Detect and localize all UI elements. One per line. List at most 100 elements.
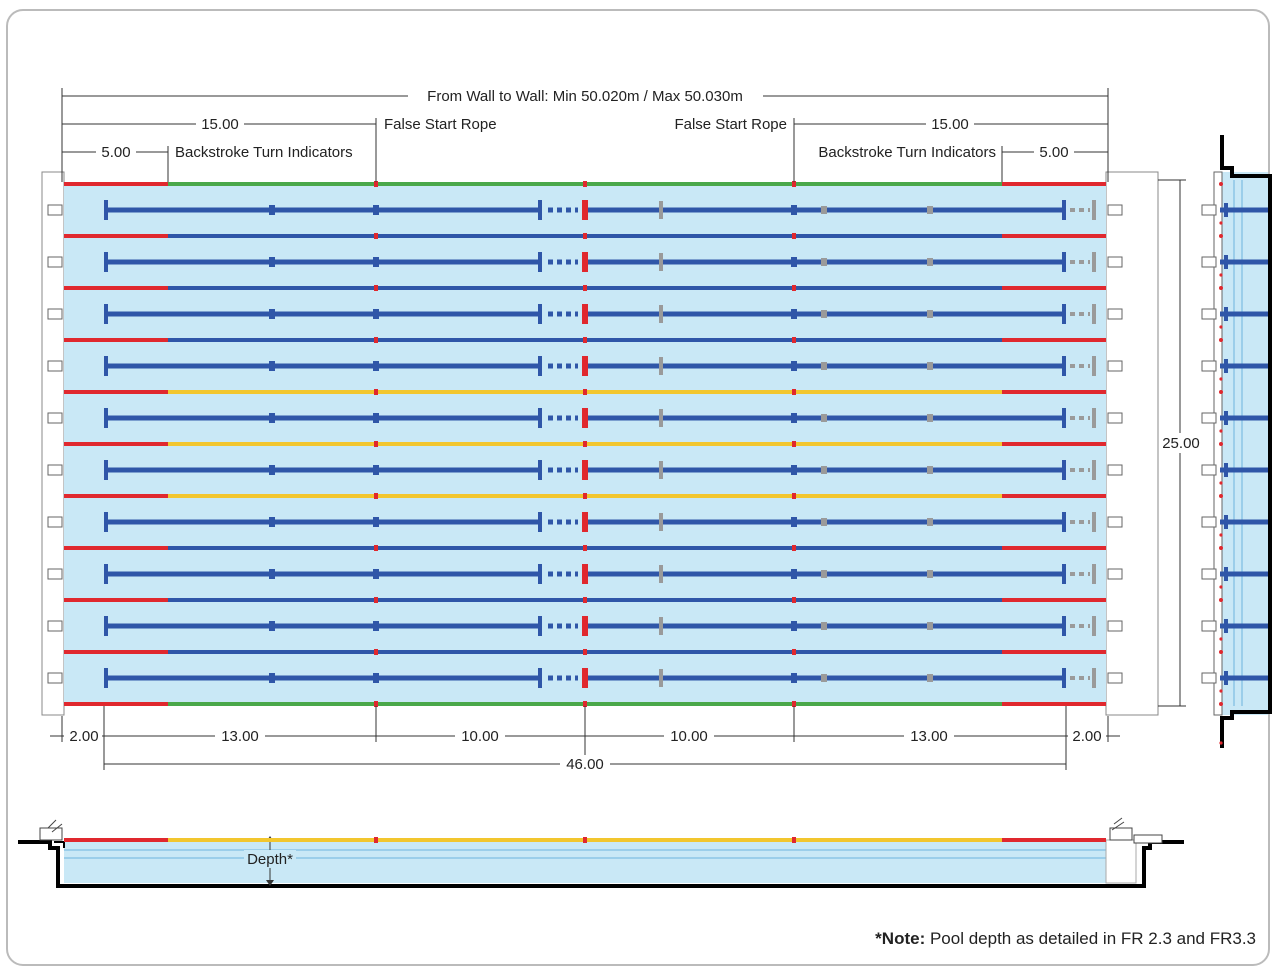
side-t-mark: [1224, 359, 1228, 373]
rope-marker: [374, 285, 378, 291]
dim-label: 2.00: [1072, 728, 1101, 745]
starting-block: [47, 412, 63, 424]
lane-dot: [269, 517, 275, 527]
side-rope-dot: [1219, 377, 1223, 381]
starting-blocks: [47, 204, 1123, 684]
grey-dot: [927, 258, 933, 266]
lane-center-mark: [582, 356, 588, 376]
section-rope: [64, 837, 1106, 843]
rope-marker: [583, 701, 587, 707]
label-bg: [196, 115, 244, 133]
grey-dot: [821, 466, 827, 474]
pool-side-elevation: [1213, 135, 1272, 748]
side-block: [1201, 360, 1217, 372]
rope-marker: [792, 285, 796, 291]
rope-marker: [792, 597, 796, 603]
starting-block: [1107, 204, 1123, 216]
rope-marker: [374, 389, 378, 395]
side-rope-dot: [1219, 585, 1223, 589]
starting-block: [1107, 360, 1123, 372]
side-block: [1201, 464, 1217, 476]
grey-mark: [659, 513, 663, 531]
side-rope-dot: [1219, 325, 1223, 329]
starting-block: [47, 568, 63, 580]
dim-label: 2.00: [69, 728, 98, 745]
side-block: [1201, 412, 1217, 424]
rope-marker: [792, 493, 796, 499]
grey-dot: [821, 362, 827, 370]
starting-block: [1107, 620, 1123, 632]
section-rope-marker: [374, 837, 378, 843]
dim-46-label: 46.00: [566, 756, 604, 773]
grey-dot: [821, 258, 827, 266]
starting-block: [47, 620, 63, 632]
grey-mark: [659, 565, 663, 583]
rope-marker: [583, 545, 587, 551]
grey-dot: [821, 518, 827, 526]
label-bg: [1034, 143, 1074, 161]
lane-dot: [373, 465, 379, 475]
rope-marker: [792, 441, 796, 447]
side-rope-dot: [1219, 182, 1223, 186]
rope-marker: [583, 597, 587, 603]
grey-dot: [821, 310, 827, 318]
starting-block: [47, 256, 63, 268]
rope-marker: [583, 337, 587, 343]
grey-mark: [659, 617, 663, 635]
rope-marker: [374, 233, 378, 239]
lane-center-mark: [582, 512, 588, 532]
side-rope-dot: [1219, 741, 1223, 745]
side-rope-dot: [1219, 390, 1223, 394]
deck-plate-right: [1105, 171, 1159, 716]
starting-block: [47, 204, 63, 216]
rope-marker: [583, 441, 587, 447]
side-block: [1201, 308, 1217, 320]
lane-dot: [791, 673, 797, 683]
grey-dot: [821, 622, 827, 630]
grey-dot: [927, 518, 933, 526]
lane-center-mark: [582, 408, 588, 428]
side-rope-dot: [1219, 494, 1223, 498]
lane-dot: [791, 465, 797, 475]
side-rope-dot: [1219, 221, 1223, 225]
side-block: [1201, 672, 1217, 684]
lane-dot: [373, 673, 379, 683]
rope-marker: [374, 597, 378, 603]
side-rope-dot: [1219, 598, 1223, 602]
side-rope-dot: [1219, 442, 1223, 446]
starting-block: [1107, 412, 1123, 424]
dim-label: 13.00: [910, 728, 948, 745]
rope-marker: [374, 545, 378, 551]
side-elevation-marks: [1201, 182, 1268, 745]
grey-dot: [821, 414, 827, 422]
side-t-mark: [1224, 411, 1228, 425]
grey-dot: [927, 362, 933, 370]
lane-center-mark: [582, 304, 588, 324]
grey-mark: [659, 201, 663, 219]
lane-center-mark: [582, 616, 588, 636]
grey-dot: [927, 622, 933, 630]
lane-dot: [791, 309, 797, 319]
lane-dot: [373, 257, 379, 267]
rope-marker: [792, 337, 796, 343]
rope-marker: [792, 233, 796, 239]
lane-center-mark: [582, 252, 588, 272]
side-rope-dot: [1219, 338, 1223, 342]
lane-dot: [791, 621, 797, 631]
rope-marker: [792, 545, 796, 551]
rope-marker: [583, 181, 587, 187]
starting-block: [1107, 568, 1123, 580]
lane-dot: [791, 257, 797, 267]
lane-lines: [104, 200, 1096, 688]
lane-dot: [269, 569, 275, 579]
lane-dot: [269, 309, 275, 319]
grey-dot: [927, 466, 933, 474]
grey-mark: [659, 409, 663, 427]
grey-dot: [821, 570, 827, 578]
backstroke-label-left: Backstroke Turn Indicators: [175, 144, 353, 161]
side-t-mark: [1224, 307, 1228, 321]
side-t-mark: [1224, 671, 1228, 685]
starting-block: [47, 308, 63, 320]
grey-dot: [927, 674, 933, 682]
